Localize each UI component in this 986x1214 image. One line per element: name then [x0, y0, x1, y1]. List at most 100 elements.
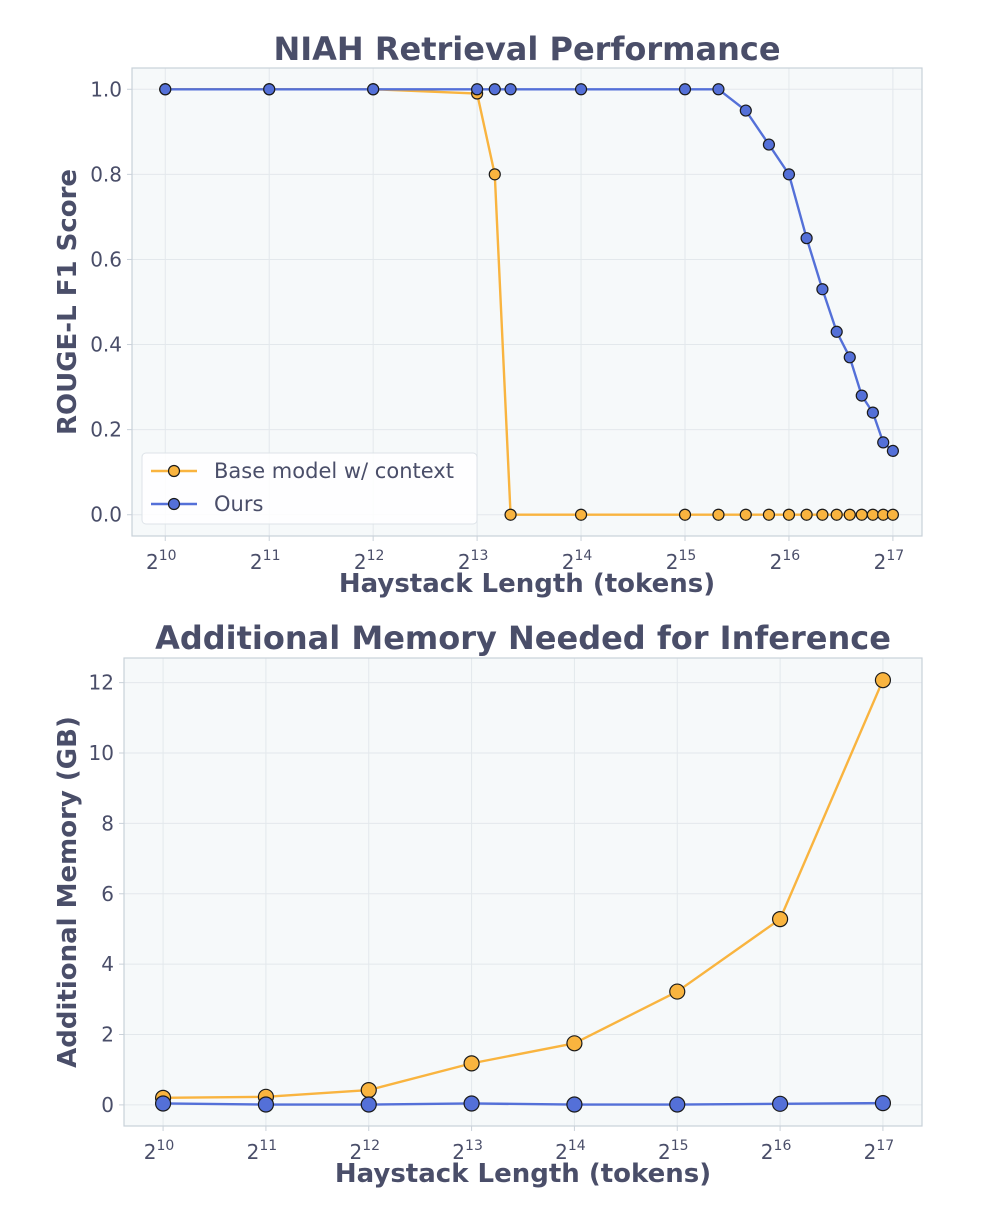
x-tick-exponent: 17: [886, 548, 904, 564]
chart-title: NIAH Retrieval Performance: [273, 30, 780, 68]
data-point-base-model: [800, 508, 813, 521]
y-tick-label: 0.8: [90, 162, 122, 186]
x-tick-label: 217: [874, 548, 905, 574]
x-tick-base: 2: [562, 550, 575, 574]
x-tick-exponent: 14: [575, 548, 593, 564]
y-tick-label: 0.0: [90, 503, 122, 527]
data-point-base-model: [712, 508, 725, 521]
data-point-base-model: [866, 508, 879, 521]
data-point-ours: [782, 168, 796, 181]
x-tick-exponent: 16: [774, 1138, 792, 1154]
chart-panel-1: 210 211 212 213 214 215 216 2170.00.20.40.60.81…: [53, 30, 923, 599]
data-point-base-model: [762, 508, 776, 521]
x-tick-base: 2: [555, 1140, 568, 1164]
series-line-ours: [163, 1101, 883, 1106]
legend-marker-ours: [167, 497, 181, 511]
y-tick-label: 0.4: [90, 333, 122, 357]
data-point-ours: [471, 83, 484, 96]
plot-area: [124, 658, 922, 1126]
x-tick-label: 215: [658, 1138, 689, 1164]
x-tick-exponent: 10: [159, 548, 177, 564]
legend: Base model w/ context Ours: [141, 452, 478, 525]
series-line-base-model: [163, 679, 885, 1100]
x-tick-label: 217: [864, 1138, 895, 1164]
data-point-ours: [739, 104, 752, 117]
data-point-base-model: [463, 1055, 480, 1072]
chart-panel-2: 210 211 212 213 214 215 216 217024681012Additio…: [53, 619, 923, 1189]
data-point-base-model: [830, 508, 843, 521]
x-tick-label: 214: [555, 1138, 586, 1164]
data-point-ours: [463, 1095, 480, 1112]
x-tick-label: 210: [144, 1138, 175, 1164]
y-tick-label: 2: [101, 1023, 114, 1047]
x-tick-exponent: 16: [782, 548, 800, 564]
data-point-base-model: [886, 508, 899, 521]
x-tick-base: 2: [452, 1140, 465, 1164]
x-tick-label: 211: [247, 1138, 278, 1164]
x-axis-label: Haystack Length (tokens): [339, 569, 715, 599]
data-point-ours: [574, 83, 588, 96]
data-point-ours: [874, 1095, 892, 1112]
y-tick-label: 12: [89, 671, 114, 695]
data-point-base-model: [874, 672, 892, 689]
x-tick-base: 2: [458, 550, 471, 574]
data-point-ours: [866, 406, 879, 419]
data-point-base-model: [771, 910, 789, 928]
data-point-ours: [830, 325, 843, 338]
x-tick-base: 2: [864, 1140, 877, 1164]
x-tick-exponent: 12: [367, 548, 385, 564]
x-tick-base: 2: [349, 1140, 362, 1164]
legend-label-base-model: Base model w/ context: [214, 459, 454, 483]
x-tick-label: 212: [349, 1138, 380, 1164]
x-tick-base: 2: [146, 550, 159, 574]
y-tick-label: 0.2: [90, 418, 122, 442]
data-point-ours: [367, 83, 380, 96]
data-point-ours: [159, 83, 172, 96]
y-tick-label: 6: [101, 882, 114, 906]
x-tick-exponent: 14: [568, 1138, 586, 1154]
chart-title: Additional Memory Needed for Inference: [155, 619, 891, 657]
x-tick-base: 2: [144, 1140, 157, 1164]
data-point-ours: [816, 283, 829, 296]
legend-box: [141, 452, 478, 525]
data-point-ours: [360, 1096, 377, 1113]
legend-marker-base-model: [167, 464, 181, 478]
data-point-ours: [669, 1096, 686, 1113]
x-tick-label: 216: [770, 548, 801, 574]
y-tick-label: 1.0: [90, 77, 122, 101]
data-point-ours: [566, 1096, 583, 1113]
y-tick-label: 0.6: [90, 247, 122, 271]
y-tick-label: 4: [101, 952, 114, 976]
data-point-base-model: [566, 1035, 583, 1052]
x-tick-exponent: 12: [362, 1138, 380, 1154]
legend-label-ours: Ours: [214, 492, 263, 516]
x-tick-base: 2: [666, 550, 679, 574]
x-tick-label: 213: [452, 1138, 483, 1164]
data-point-ours: [843, 351, 856, 364]
x-tick-base: 2: [658, 1140, 671, 1164]
x-axis-label: Haystack Length (tokens): [335, 1159, 711, 1189]
data-point-base-model: [360, 1082, 377, 1099]
x-tick-label: 213: [458, 548, 489, 574]
y-axis-label: Additional Memory (GB): [53, 716, 83, 1068]
data-point-ours: [263, 83, 276, 96]
data-point-ours: [771, 1095, 789, 1112]
data-point-base-model: [855, 508, 868, 521]
data-point-ours: [504, 83, 517, 96]
x-tick-base: 2: [247, 1140, 260, 1164]
data-point-base-model: [669, 983, 686, 1000]
data-point-ours: [800, 232, 813, 245]
x-tick-exponent: 17: [876, 1138, 894, 1154]
x-tick-exponent: 10: [157, 1138, 175, 1154]
data-point-base-model: [488, 168, 501, 181]
data-point-ours: [712, 83, 725, 96]
data-point-ours: [762, 138, 776, 151]
x-tick-exponent: 11: [259, 1138, 277, 1154]
x-tick-label: 210: [146, 548, 177, 574]
x-tick-base: 2: [250, 550, 263, 574]
y-tick-label: 8: [101, 811, 114, 835]
x-tick-exponent: 15: [671, 1138, 689, 1154]
x-tick-exponent: 13: [465, 1138, 483, 1154]
data-point-ours: [886, 444, 899, 458]
